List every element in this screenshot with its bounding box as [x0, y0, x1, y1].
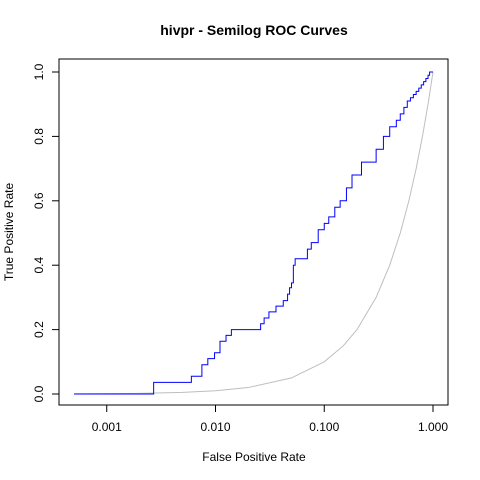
x-axis: 0.001 0.010 0.100 1.000: [92, 405, 448, 434]
y-axis: 0.0 0.2 0.4 0.6 0.8 1.0: [32, 63, 59, 402]
y-tick-label: 1.0: [32, 63, 46, 80]
x-axis-label: False Positive Rate: [202, 450, 306, 464]
series-layer: [73, 71, 434, 395]
x-tick-label: 1.000: [418, 420, 448, 434]
roc-step-curve: [74, 71, 433, 395]
x-tick-label: 0.010: [200, 420, 230, 434]
y-tick-label: 0.0: [32, 385, 46, 402]
x-tick-label: 0.001: [92, 420, 122, 434]
chart-title: hivpr - Semilog ROC Curves: [160, 22, 348, 38]
x-tick-label: 0.100: [309, 420, 339, 434]
y-tick-label: 0.6: [32, 192, 46, 209]
y-tick-label: 0.4: [32, 257, 46, 274]
y-axis-label: True Positive Rate: [2, 183, 16, 282]
random-baseline-curve: [73, 71, 434, 395]
y-tick-label: 0.8: [32, 128, 46, 145]
plot-frame: [58, 58, 449, 406]
y-tick-label: 0.2: [32, 321, 46, 338]
